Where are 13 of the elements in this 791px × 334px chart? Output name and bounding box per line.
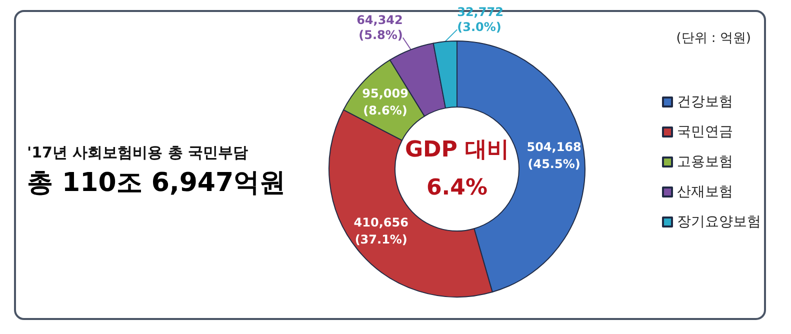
legend-label: 건강보험	[677, 94, 733, 110]
data-label: 504,168 (45.5%)	[526, 140, 582, 171]
legend-label: 산재보험	[677, 184, 733, 200]
data-label: 95,009 (8.6%)	[362, 86, 408, 118]
text: 총 110조 6,947억원	[27, 168, 286, 198]
data-label: 64,342 (5.8%)	[356, 13, 403, 42]
text: (단위 : 억원)	[676, 31, 752, 46]
legend-label: 고용보험	[677, 154, 733, 170]
legend-label: 장기요양보험	[677, 214, 761, 230]
text: '17년 사회보험비용 총 국민부담	[27, 144, 248, 162]
legend-label: 국민연금	[677, 124, 733, 140]
data-label: 410,656 (37.1%)	[354, 216, 408, 247]
text: GDP 대비 6.4%	[404, 138, 510, 200]
